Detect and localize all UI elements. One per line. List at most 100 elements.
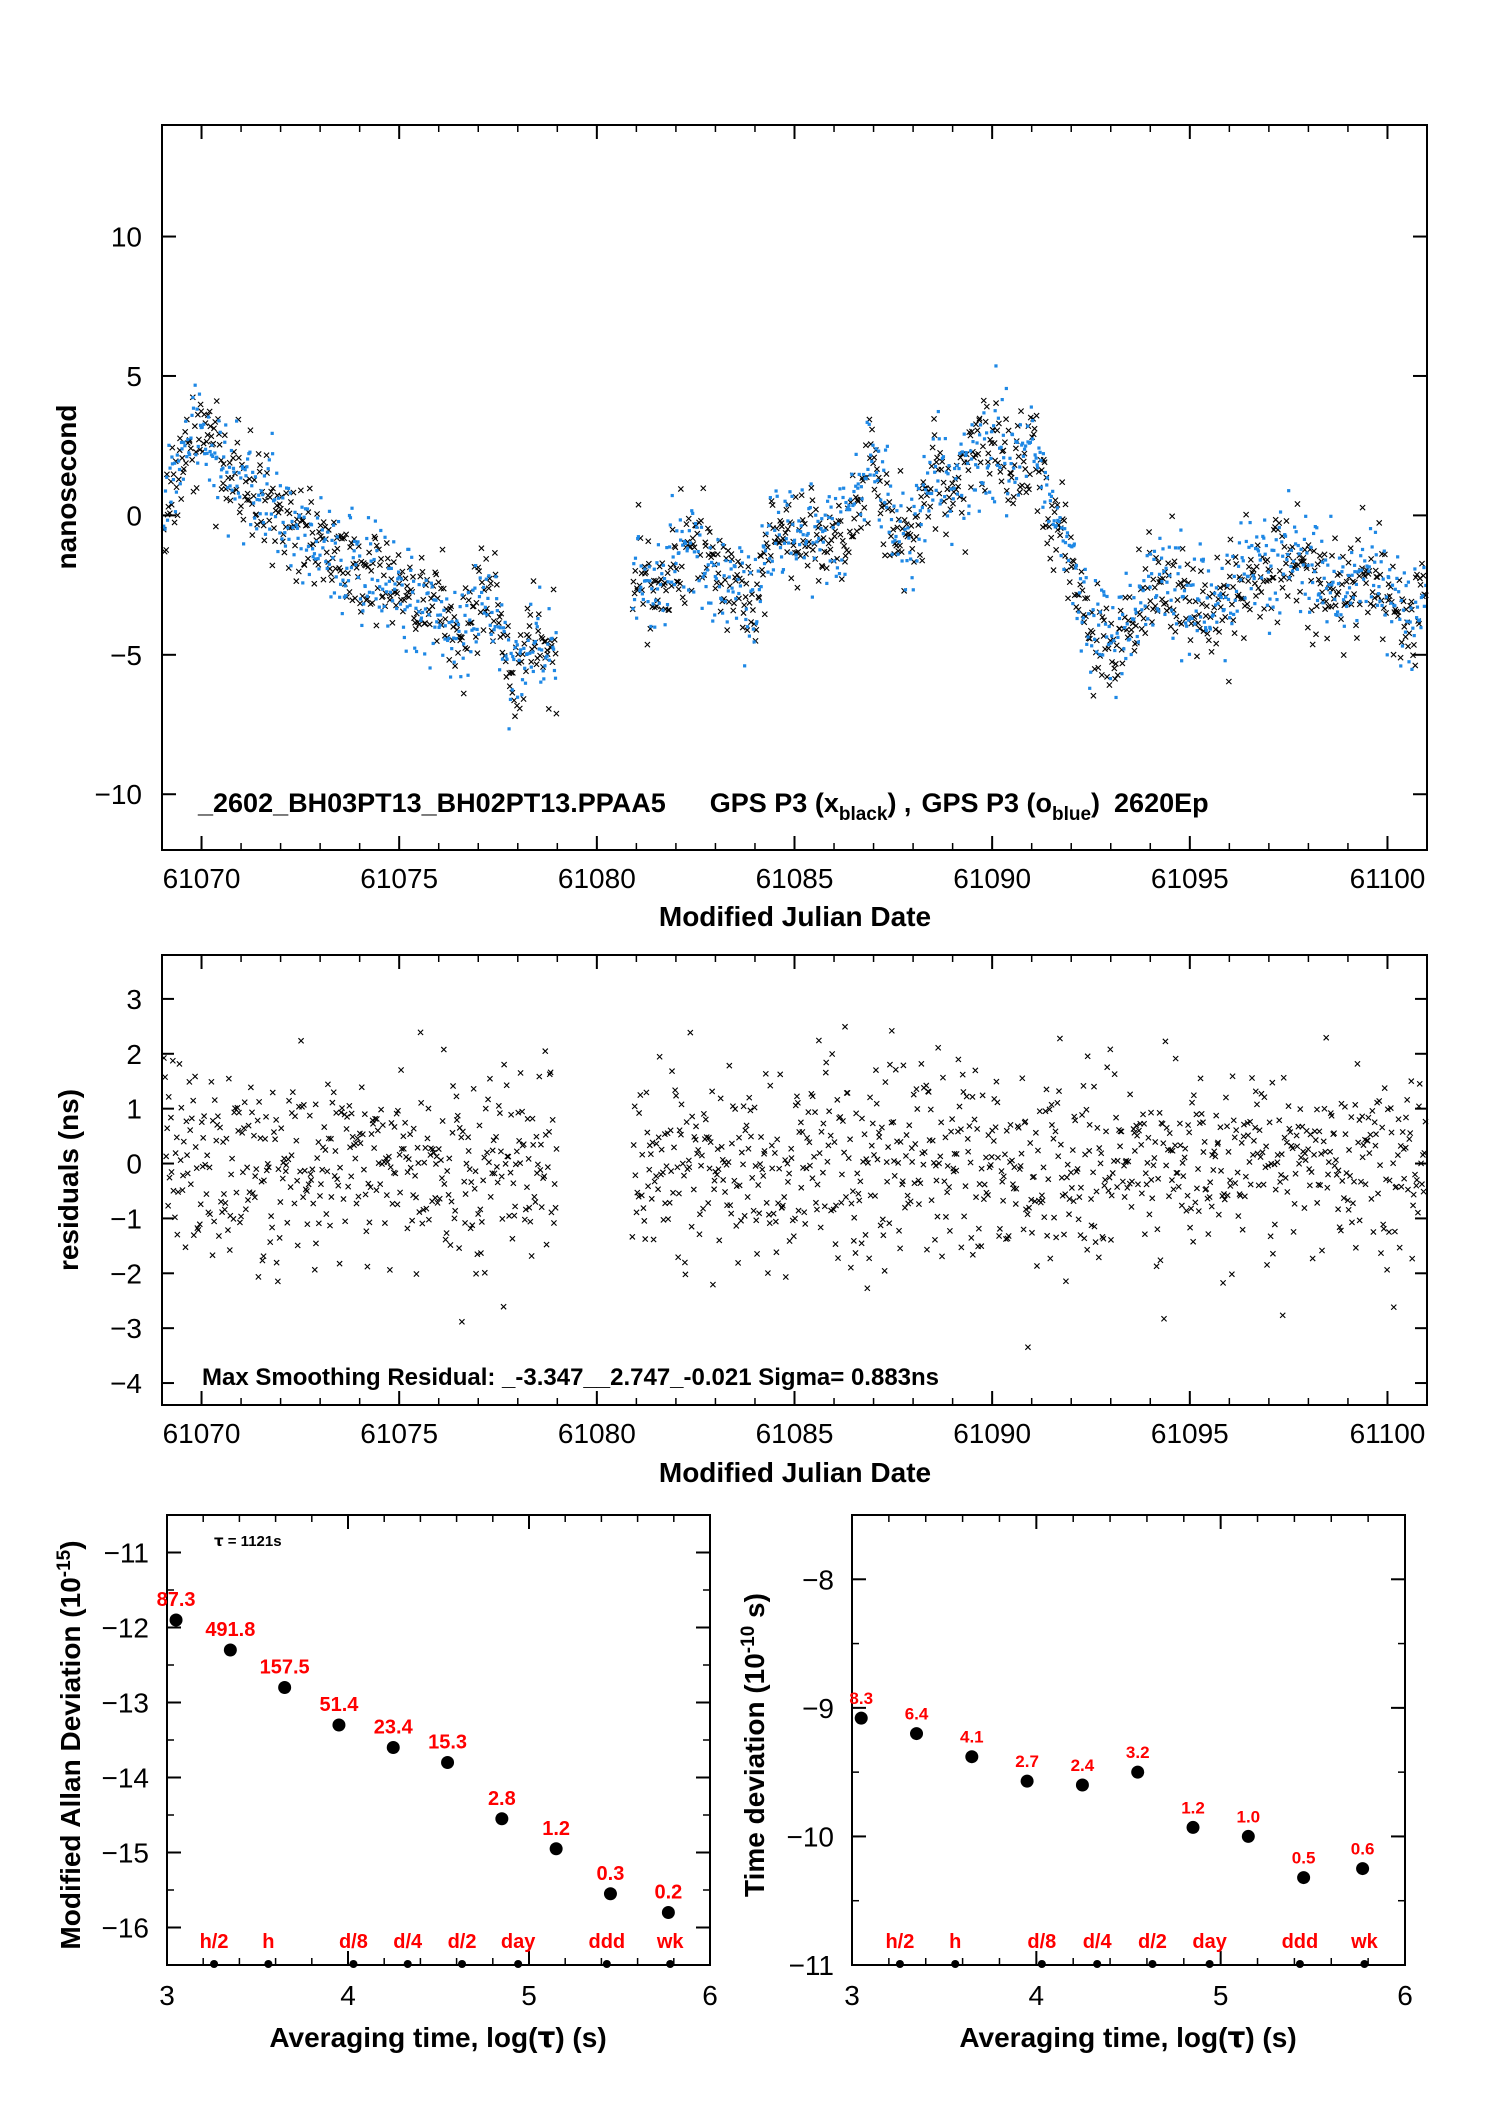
timeseries-point-blue [788,490,792,494]
timeseries-point-blue [519,648,523,652]
timeseries-point-black [1128,626,1135,633]
residual-point [834,1096,841,1103]
timeseries-point-blue [1012,466,1016,470]
residual-point [848,1200,855,1207]
residual-point [1140,1111,1147,1118]
timeseries-point-blue [661,608,665,612]
timeseries-point-blue [1321,560,1325,564]
residual-point [1056,1088,1062,1095]
timeseries-point-black [1057,532,1064,539]
timeseries-point-black [1177,579,1184,586]
timeseries-point-blue [226,486,230,490]
timeseries-point-blue [1222,608,1226,612]
residual-point [1390,1304,1397,1311]
timeseries-point-black [797,552,804,559]
tdev-marker-label: wk [1350,1931,1379,1953]
timeseries-point-blue [993,409,997,413]
residual-point [714,1146,721,1153]
timeseries-point-black [1313,631,1319,638]
timeseries-point-black [1408,598,1415,605]
timeseries-point-blue [1265,603,1270,607]
timeseries-point-black [1099,614,1106,621]
timeseries-point-blue [1178,565,1182,569]
mdev-marker-label: ddd [589,1931,626,1953]
timeseries-point-black [384,555,391,562]
timeseries-point-blue [344,594,348,598]
timeseries-point-blue [1122,647,1126,651]
timeseries-point-blue [1170,608,1174,612]
residual-point [394,1107,401,1114]
residual-point [984,1191,991,1198]
timeseries-point-black [1205,637,1212,644]
residual-point [1213,1112,1220,1119]
residual-point [400,1145,407,1152]
residual-point [442,1236,449,1243]
residual-point [322,1146,329,1153]
timeseries-point-blue [906,526,910,530]
timeseries-point-blue [1128,637,1132,641]
residual-point [942,1213,949,1220]
residuals-ytick-label: −2 [110,1258,142,1289]
residual-point [1080,1082,1087,1089]
residual-point [1388,1129,1395,1136]
timeseries-point-blue [1033,453,1037,457]
residual-point [221,1206,228,1213]
timeseries-point-black [255,450,262,457]
timeseries-point-blue [1299,547,1303,551]
timeseries-point-blue [756,569,760,573]
residual-point [307,1171,314,1178]
timeseries-point-blue [489,632,493,636]
timeseries-point-blue [482,611,486,615]
timeseries-point-blue [711,619,715,623]
timeseries-point-black [835,502,842,509]
residual-point [274,1278,281,1285]
residual-point [1018,1150,1025,1157]
timeseries-point-black [253,511,260,518]
timeseries-point-blue [833,496,838,501]
timeseries-point-blue [1289,564,1293,569]
timeseries-point-blue [1281,572,1286,576]
residual-point [695,1146,702,1153]
timeseries-point-blue [762,545,766,549]
timeseries-point-blue [695,555,699,559]
timeseries-point-blue [251,470,255,474]
timeseries-point-black [1329,552,1336,559]
timeseries-point-black [938,466,945,473]
timeseries-point-blue [1325,620,1329,624]
residual-point [512,1161,519,1168]
mdev-axes: 3 4 5 6−11−12−13−14−15−16 [102,1514,718,2011]
timeseries-point-blue [898,519,902,523]
timeseries-point-blue [300,505,304,509]
timeseries-point-blue [1231,554,1235,559]
timeseries-point-black [965,467,972,474]
residual-point [1278,1151,1285,1158]
timeseries-point-blue [1036,466,1040,470]
residual-point [1133,1122,1140,1129]
timeseries-point-blue [685,546,690,550]
residual-point [317,1181,324,1188]
residual-point [700,1205,707,1212]
residual-point [705,1200,712,1207]
timeseries-point-black [758,566,765,573]
timeseries-point-blue [319,496,323,500]
residual-point [1102,1176,1109,1183]
timeseries-point-blue [250,484,254,488]
residual-point [251,1194,258,1201]
residual-point [547,1069,554,1076]
residual-point [1028,1229,1035,1236]
timeseries-point-black [739,624,746,631]
residual-point [1190,1092,1197,1099]
mdev-ylabel: Modified Allan Deviation (10-15) [54,1540,86,1949]
residual-point [759,1166,766,1173]
timeseries-point-blue [752,640,756,644]
residual-point [961,1213,968,1220]
timeseries-point-blue [1123,626,1127,630]
timeseries-point-blue [461,656,465,660]
timeseries-point-blue [914,483,919,488]
residual-point [907,1198,914,1205]
timeseries-point-blue [1397,590,1401,594]
timeseries-point-blue [211,454,215,459]
timeseries-point-blue [193,383,197,387]
timeseries-point-blue [217,419,221,423]
residual-point [186,1078,193,1085]
